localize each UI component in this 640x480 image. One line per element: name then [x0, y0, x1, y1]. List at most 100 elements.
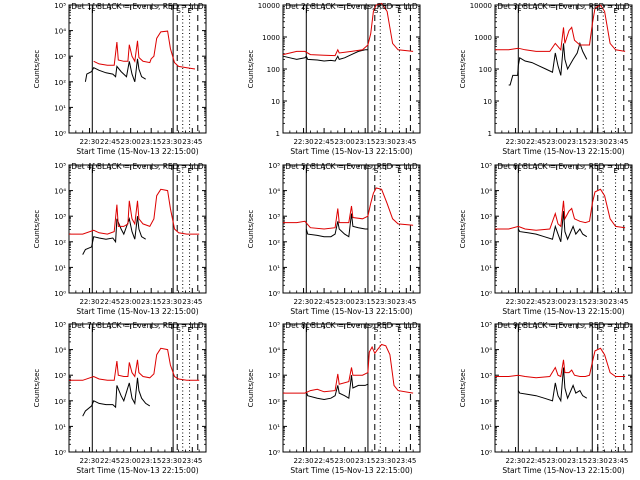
- marker-label: S: [176, 7, 181, 15]
- x-tick-label: 23:45: [608, 298, 628, 306]
- marker-label: F: [518, 167, 522, 175]
- series-line-lld: [283, 187, 414, 230]
- y-tick-label: 10³: [480, 213, 492, 221]
- y-tick-label: 10²: [268, 398, 280, 406]
- x-tick-label: 23:00: [121, 457, 141, 465]
- y-tick-label: 10³: [480, 372, 492, 380]
- x-axis-label: Start Time (15-Nov-13 22:15:00): [290, 147, 412, 156]
- x-tick-label: 22:45: [314, 138, 334, 146]
- y-tick-label: 10⁵: [54, 2, 66, 10]
- x-tick-label: 23:15: [355, 457, 375, 465]
- x-tick-label: 23:45: [396, 298, 416, 306]
- x-tick-label: 23:00: [121, 138, 141, 146]
- y-axis-label: Counts/sec: [33, 50, 41, 89]
- series-line-lld: [495, 188, 626, 231]
- x-tick-label: 23:15: [567, 298, 587, 306]
- marker-label: S: [598, 167, 603, 175]
- y-axis-label: Counts/sec: [459, 369, 467, 408]
- y-tick-label: 10¹: [268, 423, 280, 431]
- y-tick-label: 10³: [54, 53, 66, 61]
- x-tick-label: 22:45: [526, 457, 546, 465]
- chart-panel: 1 10 100 1000 10000 22:30 22:45 23:00 23:15 23:30…: [247, 2, 421, 156]
- x-tick-label: 23:00: [335, 457, 355, 465]
- x-axis-label: Start Time (15-Nov-13 22:15:00): [76, 147, 198, 156]
- panel-title: Det 8f BLACK = Events, RED = LLD: [285, 321, 418, 330]
- x-tick-label: 22:45: [314, 298, 334, 306]
- panel-title: Det 4f BLACK = Events, RED = LLD: [71, 162, 204, 171]
- y-tick-label: 10000: [470, 2, 492, 10]
- x-tick-label: 23:15: [141, 457, 161, 465]
- series-line-lld: [283, 343, 414, 394]
- series-line-events: [508, 41, 588, 86]
- marker-label: E: [613, 167, 617, 175]
- y-tick-label: 1000: [262, 34, 280, 42]
- marker-label: E: [187, 167, 191, 175]
- y-tick-label: 10²: [480, 398, 492, 406]
- marker-label: F: [518, 326, 522, 334]
- y-tick-label: 1: [276, 130, 280, 138]
- marker-label: S: [374, 167, 379, 175]
- panel-title: Det 3f BLACK = Events, RED = LLD: [497, 2, 630, 11]
- marker-label: F: [92, 167, 96, 175]
- marker-label: E: [613, 7, 617, 15]
- y-tick-label: 10⁰: [480, 290, 492, 298]
- x-tick-label: 23:45: [608, 457, 628, 465]
- x-axis-label: Start Time (15-Nov-13 22:15:00): [502, 307, 624, 316]
- panel-title: Det 6f BLACK = Events, RED = LLD: [497, 162, 630, 171]
- y-tick-label: 10⁵: [480, 162, 492, 170]
- x-axis-label: Start Time (15-Nov-13 22:15:00): [502, 147, 624, 156]
- y-tick-label: 10⁰: [480, 449, 492, 457]
- x-axis-label: Start Time (15-Nov-13 22:15:00): [290, 466, 412, 475]
- marker-label: F: [306, 326, 310, 334]
- y-tick-label: 10⁵: [480, 321, 492, 329]
- x-tick-label: 23:45: [608, 138, 628, 146]
- y-axis-label: Counts/sec: [247, 369, 255, 408]
- series-line-events: [517, 367, 588, 403]
- series-line-events: [517, 211, 588, 242]
- y-tick-label: 10⁴: [268, 347, 280, 355]
- x-tick-label: 23:30: [376, 457, 396, 465]
- y-tick-label: 10: [483, 98, 492, 106]
- x-tick-label: 22:30: [505, 298, 525, 306]
- y-axis-label: Counts/sec: [33, 369, 41, 408]
- y-tick-label: 10³: [268, 213, 280, 221]
- x-tick-label: 22:45: [100, 298, 120, 306]
- x-tick-label: 22:30: [505, 138, 525, 146]
- x-tick-label: 23:00: [547, 298, 567, 306]
- y-tick-label: 10¹: [268, 264, 280, 272]
- y-tick-label: 10⁰: [268, 290, 280, 298]
- series-line-lld: [282, 2, 414, 57]
- y-tick-label: 1000: [474, 34, 492, 42]
- x-tick-label: 23:45: [396, 457, 416, 465]
- y-tick-label: 10⁴: [54, 28, 66, 36]
- plot-frame: [68, 164, 207, 294]
- marker-label: S: [598, 326, 603, 334]
- series-line-events: [82, 377, 151, 417]
- x-tick-label: 23:45: [182, 457, 202, 465]
- x-tick-label: 23:15: [355, 138, 375, 146]
- marker-label: S: [374, 7, 379, 15]
- y-tick-label: 10: [271, 98, 280, 106]
- x-tick-label: 23:15: [567, 138, 587, 146]
- series-line-events: [82, 216, 146, 255]
- y-axis-label: Counts/sec: [33, 210, 41, 249]
- x-tick-label: 23:45: [182, 298, 202, 306]
- y-tick-label: 10⁵: [54, 162, 66, 170]
- x-tick-label: 23:15: [567, 457, 587, 465]
- x-tick-label: 22:30: [79, 138, 99, 146]
- series-line-events: [282, 49, 368, 62]
- x-tick-label: 23:30: [162, 457, 182, 465]
- marker-label: E: [187, 7, 191, 15]
- series-line-lld: [93, 30, 196, 70]
- x-axis-label: Start Time (15-Nov-13 22:15:00): [502, 466, 624, 475]
- series-line-lld: [69, 188, 200, 235]
- x-axis-label: Start Time (15-Nov-13 22:15:00): [76, 466, 198, 475]
- y-tick-label: 10⁵: [268, 162, 280, 170]
- marker-label: F: [518, 7, 522, 15]
